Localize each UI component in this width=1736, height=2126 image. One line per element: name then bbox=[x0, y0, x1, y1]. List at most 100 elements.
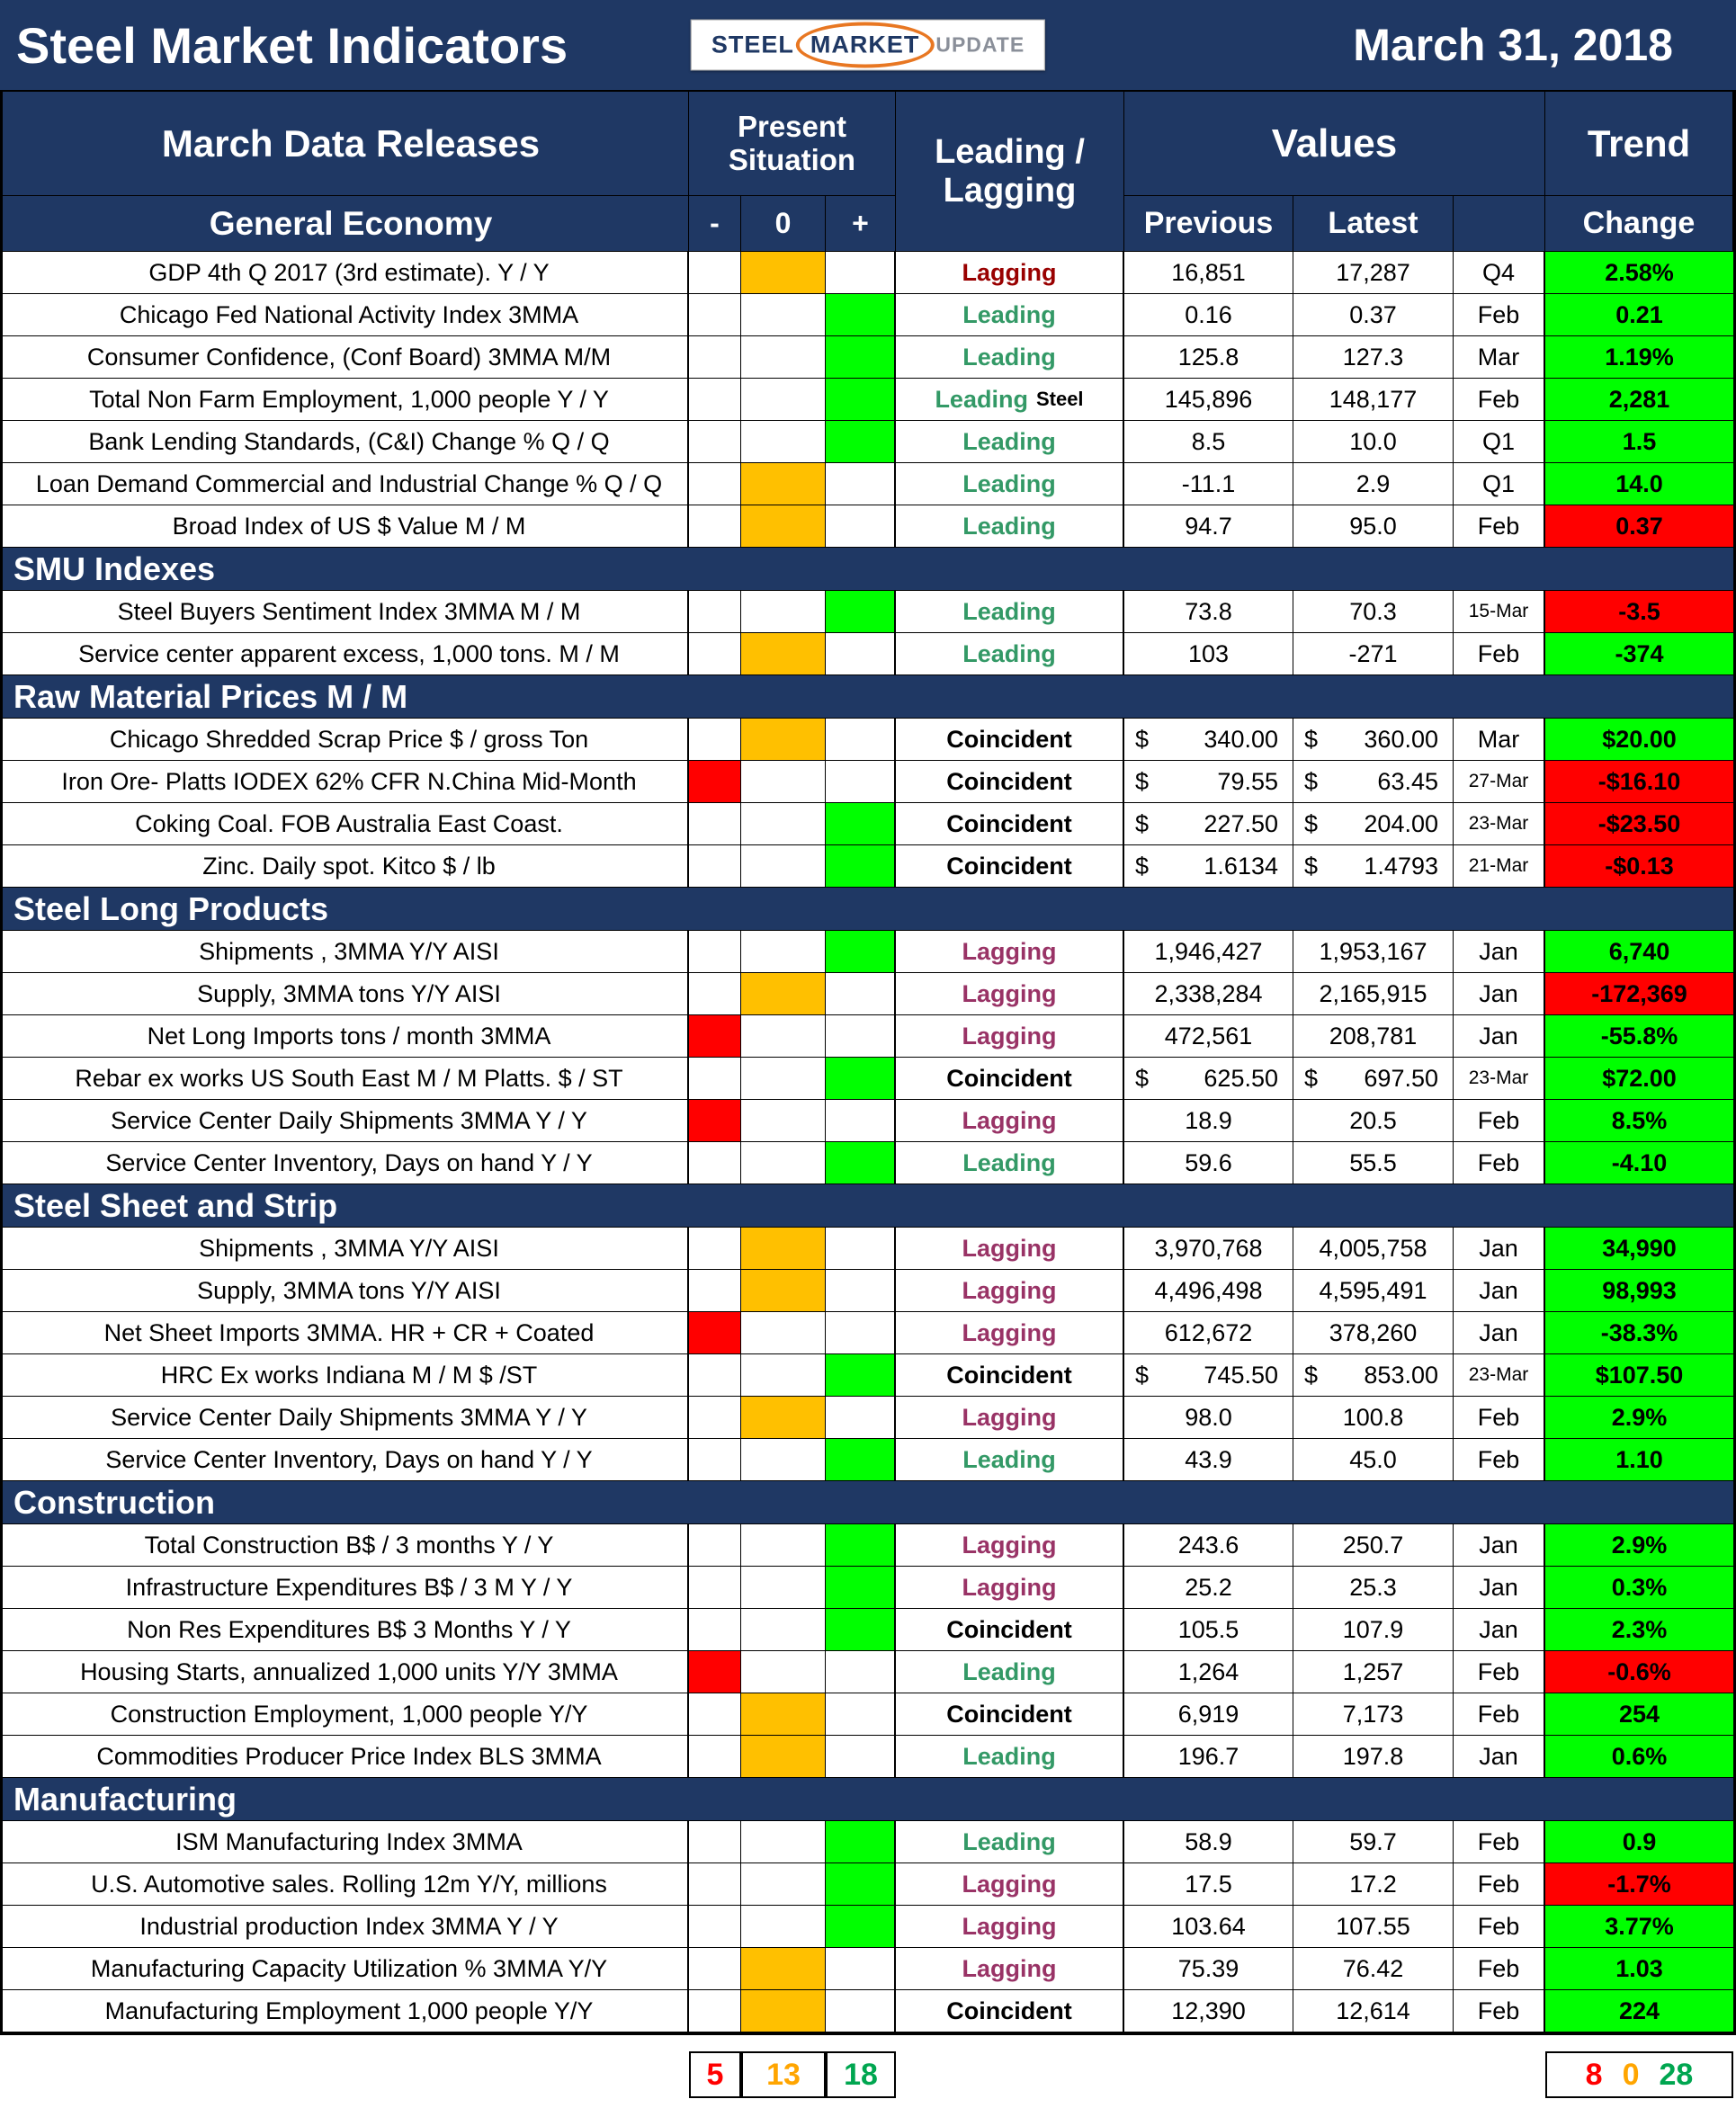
leading-lagging-cell: Leading bbox=[896, 1821, 1124, 1863]
date-cell: Feb bbox=[1454, 379, 1545, 421]
situation-plus-cell bbox=[826, 1906, 896, 1948]
trend-change-cell: -$0.13 bbox=[1545, 845, 1733, 888]
previous-value-cell: 75.39 bbox=[1124, 1948, 1293, 1990]
trend-change-cell: $20.00 bbox=[1545, 719, 1733, 761]
latest-value-cell: 12,614 bbox=[1293, 1990, 1454, 2032]
currency-symbol: $ bbox=[1304, 1064, 1319, 1092]
latest-value-cell: 59.7 bbox=[1293, 1821, 1454, 1863]
previous-value-cell: 73.8 bbox=[1124, 591, 1293, 633]
latest-value-cell: $360.00 bbox=[1293, 719, 1454, 761]
indicator-row: Net Sheet Imports 3MMA. HR + CR + Coated… bbox=[3, 1312, 1733, 1354]
situation-plus-cell bbox=[826, 1015, 896, 1058]
leading-lagging-label: Leading bbox=[962, 1445, 1056, 1473]
situation-minus-cell bbox=[689, 1990, 741, 2032]
leading-lagging-cell: Coincident bbox=[896, 761, 1124, 803]
situation-zero-cell bbox=[741, 294, 826, 336]
leading-lagging-cell: Lagging bbox=[896, 1863, 1124, 1906]
indicator-label: Shipments , 3MMA Y/Y AISI bbox=[3, 1228, 689, 1270]
indicator-row: Coking Coal. FOB Australia East Coast. Co… bbox=[3, 803, 1733, 845]
latest-value-cell: 100.8 bbox=[1293, 1397, 1454, 1439]
situation-zero-cell bbox=[741, 1693, 826, 1736]
leading-lagging-cell: Leading bbox=[896, 1651, 1124, 1693]
date-cell: Feb bbox=[1454, 1863, 1545, 1906]
currency-symbol: $ bbox=[1135, 1361, 1150, 1389]
report-title: Steel Market Indicators bbox=[16, 16, 568, 74]
section-header-general-economy: General Economy bbox=[3, 196, 689, 252]
header-plus: + bbox=[826, 196, 896, 252]
date-cell: Feb bbox=[1454, 1990, 1545, 2032]
situation-minus-cell bbox=[689, 1228, 741, 1270]
situation-zero-cell bbox=[741, 1439, 826, 1481]
leading-lagging-cell: Lagging bbox=[896, 1948, 1124, 1990]
trend-up-count: 28 bbox=[1659, 2057, 1694, 2092]
trend-change-cell: $72.00 bbox=[1545, 1058, 1733, 1100]
previous-value: 745.50 bbox=[1204, 1361, 1278, 1389]
header-trend: Trend bbox=[1545, 92, 1733, 196]
currency-symbol: $ bbox=[1304, 725, 1319, 753]
situation-minus-count: 5 bbox=[689, 2051, 741, 2098]
situation-zero-cell bbox=[741, 1058, 826, 1100]
situation-zero-cell bbox=[741, 1863, 826, 1906]
indicator-label: Manufacturing Employment 1,000 people Y/… bbox=[3, 1990, 689, 2032]
situation-plus-cell bbox=[826, 1948, 896, 1990]
header-minus: - bbox=[689, 196, 741, 252]
leading-lagging-label: Lagging bbox=[962, 1870, 1057, 1898]
leading-lagging-cell: Leading bbox=[896, 421, 1124, 463]
leading-lagging-label: Lagging bbox=[962, 1531, 1057, 1559]
leading-lagging-cell: Leading Steel bbox=[896, 379, 1124, 421]
leading-lagging-cell: Coincident bbox=[896, 1354, 1124, 1397]
latest-value-cell: 10.0 bbox=[1293, 421, 1454, 463]
situation-plus-cell bbox=[826, 294, 896, 336]
situation-minus-cell bbox=[689, 931, 741, 973]
latest-value-cell: 17,287 bbox=[1293, 252, 1454, 294]
date-cell: Feb bbox=[1454, 1948, 1545, 1990]
situation-plus-cell bbox=[826, 1058, 896, 1100]
situation-zero-cell bbox=[741, 1990, 826, 2032]
situation-zero-cell bbox=[741, 1015, 826, 1058]
indicator-label: Supply, 3MMA tons Y/Y AISI bbox=[3, 1270, 689, 1312]
indicator-label: Total Construction B$ / 3 months Y / Y bbox=[3, 1524, 689, 1567]
indicator-label: Bank Lending Standards, (C&I) Change % Q… bbox=[3, 421, 689, 463]
situation-minus-cell bbox=[689, 379, 741, 421]
trend-change-cell: 8.5% bbox=[1545, 1100, 1733, 1142]
previous-value: 1.6134 bbox=[1204, 852, 1278, 880]
indicator-label: Consumer Confidence, (Conf Board) 3MMA M… bbox=[3, 336, 689, 379]
trend-change-cell: 14.0 bbox=[1545, 463, 1733, 505]
latest-value-cell: 378,260 bbox=[1293, 1312, 1454, 1354]
leading-lagging-label: Lagging bbox=[962, 1234, 1057, 1262]
latest-value-cell: 250.7 bbox=[1293, 1524, 1454, 1567]
trend-change-cell: 2.58% bbox=[1545, 252, 1733, 294]
situation-plus-cell bbox=[826, 1439, 896, 1481]
currency-symbol: $ bbox=[1304, 1361, 1319, 1389]
situation-zero-cell bbox=[741, 421, 826, 463]
situation-plus-cell bbox=[826, 1354, 896, 1397]
situation-plus-cell bbox=[826, 1142, 896, 1184]
situation-minus-cell bbox=[689, 505, 741, 548]
indicator-label: Service Center Daily Shipments 3MMA Y / … bbox=[3, 1100, 689, 1142]
report-date: March 31, 2018 bbox=[1353, 20, 1673, 70]
situation-plus-cell bbox=[826, 1651, 896, 1693]
situation-plus-cell bbox=[826, 1609, 896, 1651]
header-previous: Previous bbox=[1124, 196, 1293, 252]
previous-value-cell: 2,338,284 bbox=[1124, 973, 1293, 1015]
leading-lagging-cell: Coincident bbox=[896, 1693, 1124, 1736]
previous-value-cell: 612,672 bbox=[1124, 1312, 1293, 1354]
currency-symbol: $ bbox=[1135, 852, 1150, 880]
indicator-row: Total Construction B$ / 3 months Y / Y La… bbox=[3, 1524, 1733, 1567]
indicator-label: Total Non Farm Employment, 1,000 people … bbox=[3, 379, 689, 421]
section-header-steel-sheet-and-strip: Steel Sheet and Strip bbox=[3, 1184, 1733, 1228]
date-cell: Feb bbox=[1454, 633, 1545, 675]
trend-change-cell: -38.3% bbox=[1545, 1312, 1733, 1354]
date-cell: Jan bbox=[1454, 1736, 1545, 1778]
situation-zero-cell bbox=[741, 719, 826, 761]
indicator-row: Shipments , 3MMA Y/Y AISI Lagging 1,946,42… bbox=[3, 931, 1733, 973]
leading-lagging-cell: Leading bbox=[896, 463, 1124, 505]
previous-value-cell: 196.7 bbox=[1124, 1736, 1293, 1778]
previous-value-cell: $1.6134 bbox=[1124, 845, 1293, 888]
leading-lagging-cell: Lagging bbox=[896, 1270, 1124, 1312]
situation-minus-cell bbox=[689, 633, 741, 675]
date-cell: Feb bbox=[1454, 1100, 1545, 1142]
previous-value-cell: 103 bbox=[1124, 633, 1293, 675]
leading-lagging-label: Coincident bbox=[946, 1361, 1072, 1389]
situation-zero-cell bbox=[741, 591, 826, 633]
